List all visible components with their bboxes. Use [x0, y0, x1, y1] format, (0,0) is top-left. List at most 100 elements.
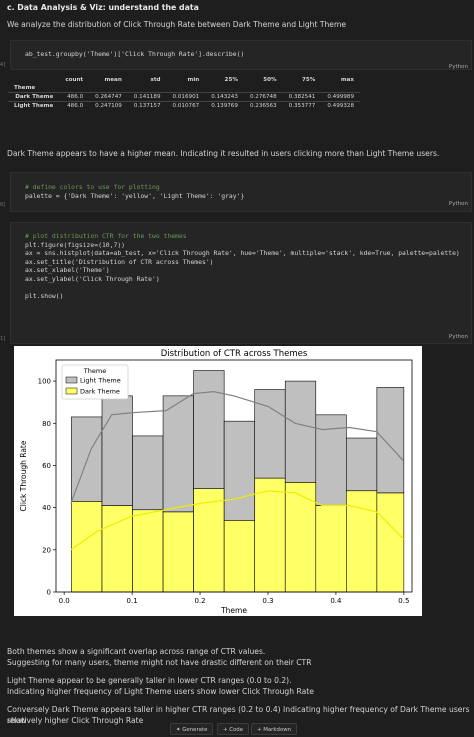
code-line: ax.set_xlabel('Theme')	[25, 266, 110, 275]
column-header: max	[340, 77, 355, 83]
bar-dark-theme	[284, 482, 317, 593]
table-cell: 0.276748	[243, 92, 283, 102]
bar-dark-theme	[254, 477, 286, 593]
table-cell: 0.382541	[282, 92, 322, 102]
bar-light-theme	[346, 437, 378, 492]
table-cell: 486.0	[59, 101, 90, 110]
add-markdown-label: + Markdown	[257, 727, 292, 733]
y-tick-label: 80	[42, 420, 51, 428]
code-cell-plot[interactable]: # plot distribution CTR for the two them…	[10, 222, 472, 344]
bar-light-theme	[284, 380, 317, 483]
header-blank	[8, 76, 59, 84]
observation-line: Conversely Dark Theme appears taller in …	[7, 705, 470, 725]
x-tick-label: 0.1	[127, 597, 138, 605]
legend-label-dark: Dark Theme	[80, 388, 120, 396]
bar-light-theme	[376, 387, 405, 494]
legend-label-light: Light Theme	[80, 377, 121, 385]
section-intro: We analyze the distribution of Click Thr…	[7, 20, 347, 29]
table-index-row: Theme	[8, 84, 360, 93]
chart-title: Distribution of CTR across Themes	[161, 349, 308, 359]
plot-frame	[55, 359, 413, 593]
row-label: Dark Theme	[8, 92, 60, 102]
table-cell: 0.264747	[89, 92, 128, 102]
column-header: 75%	[301, 77, 316, 83]
generate-label: Generate	[182, 727, 208, 733]
code-line: ax = sns.histplot(data=ab_test, x='Click…	[25, 249, 460, 258]
observation-mean: Dark Theme appears to have a higher mean…	[7, 149, 440, 158]
code-cell-palette[interactable]: # define colors to use for plotting pale…	[10, 172, 472, 212]
table-cell: 0.353777	[282, 101, 322, 110]
code-comment: # define colors to use for plotting	[25, 183, 160, 191]
y-tick-label: 0	[47, 589, 51, 597]
table-row: Light Theme 486.0 0.247109 0.137157 0.010767…	[8, 101, 361, 110]
bar-light-theme	[315, 414, 347, 506]
y-tick-label: 100	[38, 378, 51, 386]
table-cell: 0.137157	[127, 101, 167, 110]
table-cell: 486.0	[59, 92, 90, 102]
code-line: # plot distribution CTR for the two them…	[25, 232, 187, 240]
table-cell: 0.499989	[321, 92, 361, 102]
histogram-chart: 0.0 0.1 0.2 0.3 0.4 0.5 0 20 40 60 80 100 Distributi…	[19, 349, 413, 615]
chart-output: 0.0 0.1 0.2 0.3 0.4 0.5 0 20 40 60 80 100 Distributi…	[14, 346, 422, 616]
add-code-label: + Code	[223, 727, 244, 733]
row-label: Light Theme	[8, 101, 60, 110]
legend-box	[61, 364, 129, 400]
observation-line: relatively higher Click Through Rate	[7, 716, 144, 725]
code-block: # plot distribution CTR for the two them…	[25, 232, 460, 301]
generate-button[interactable]: ✦ Generate	[170, 723, 214, 735]
bar-light-theme	[254, 389, 286, 479]
code-line: plt.figure(figsize=(10,7))	[25, 240, 126, 249]
table-cell: 0.010767	[166, 101, 206, 110]
y-tick-label: 40	[42, 504, 51, 512]
column-header: count	[65, 77, 84, 83]
legend-swatch-dark	[65, 387, 78, 395]
legend-swatch-light	[65, 376, 78, 384]
column-header: mean	[104, 77, 122, 83]
x-tick-label: 0.0	[59, 597, 70, 605]
x-tick-label: 0.5	[398, 597, 409, 605]
cell-gutter: 1]	[0, 336, 7, 342]
table-cell: 0.016901	[166, 92, 206, 102]
describe-output-table: count mean std min 25% 50% 75% max Theme Dark T…	[8, 76, 361, 110]
language-label[interactable]: Python	[448, 201, 468, 207]
cell-insert-toolbar: ✦ Generate + Code + Markdown	[0, 722, 474, 736]
table-header-row: count mean std min 25% 50% 75% max	[8, 76, 360, 84]
index-name: Theme	[14, 85, 36, 91]
code-line	[25, 284, 457, 293]
code-cell-describe[interactable]: ab_test.groupby('Theme')['Click Through …	[10, 40, 472, 70]
y-tick-label: 60	[42, 462, 51, 470]
bar-dark-theme	[71, 501, 103, 593]
add-markdown-button[interactable]: + Markdown	[251, 723, 298, 735]
observation-line: Both themes show a significant overlap a…	[7, 647, 266, 656]
bar-dark-theme	[162, 511, 194, 593]
table-row: Dark Theme 486.0 0.264747 0.141189 0.016901 0…	[8, 92, 361, 102]
table-cell: 0.499328	[321, 101, 361, 110]
x-axis-label: Theme	[220, 606, 247, 615]
bar-light-theme	[101, 395, 133, 506]
cell-gutter: 4]	[0, 62, 7, 68]
add-code-button[interactable]: + Code	[217, 723, 250, 735]
legend-title: Theme	[83, 367, 106, 375]
language-label[interactable]: Python	[448, 334, 468, 340]
x-tick-label: 0.3	[262, 597, 273, 605]
bar-dark-theme	[315, 505, 347, 593]
kde-line-light-theme	[70, 390, 405, 504]
bar-light-theme	[223, 420, 256, 521]
table-cell: 0.236563	[243, 101, 283, 110]
cell-gutter: 0]	[0, 202, 7, 208]
code-line: ab_test.groupby('Theme')['Click Through …	[25, 50, 245, 58]
bar-dark-theme	[223, 519, 256, 593]
bar-dark-theme	[346, 490, 378, 593]
bar-light-theme	[162, 395, 194, 513]
code-line: ax.set_title('Distribution of CTR across…	[25, 257, 214, 266]
language-label[interactable]: Python	[448, 64, 468, 70]
table-cell: 0.141189	[127, 92, 167, 102]
column-header: std	[150, 77, 161, 83]
code-line: plt.show()	[25, 292, 64, 301]
table-cell: 0.247109	[89, 101, 128, 110]
bar-dark-theme	[376, 492, 405, 593]
x-tick-label: 0.4	[330, 597, 342, 605]
observation-line: Light Theme appear to be generally talle…	[7, 676, 292, 685]
bar-dark-theme	[193, 488, 225, 593]
bar-light-theme	[132, 435, 164, 511]
